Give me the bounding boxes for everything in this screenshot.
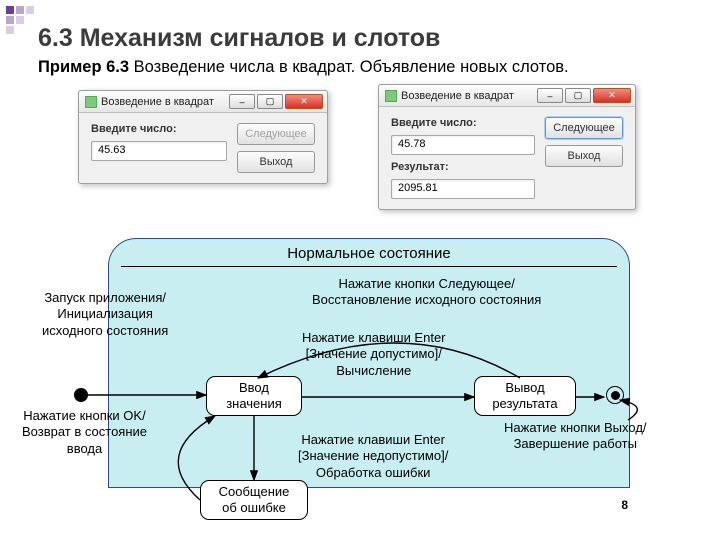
example-text: Возведение числа в квадрат. Объявление н… <box>129 58 569 76</box>
window-with-result: Возведение в квадрат – ▢ ✕ Введите число… <box>378 84 636 210</box>
state-normal-title: Нормальное состояние <box>109 239 629 266</box>
input-label: Введите число: <box>391 117 535 129</box>
number-input[interactable]: 45.78 <box>391 135 535 155</box>
label-enter-bad: Нажатие клавиши Enter [Значение недопуст… <box>298 432 448 481</box>
state-error: Сообщение об ошибке <box>200 480 308 520</box>
page-number: 8 <box>621 498 628 512</box>
input-label: Введите число: <box>91 123 227 135</box>
close-button[interactable]: ✕ <box>593 88 631 103</box>
label-next: Нажатие кнопки Следующее/ Восстановление… <box>312 276 541 309</box>
next-button[interactable]: Следующее <box>237 123 315 145</box>
page-heading: 6.3 Механизм сигналов и слотов <box>38 24 440 53</box>
window-titlebar: Возведение в квадрат – ▢ ✕ <box>379 85 635 107</box>
exit-button[interactable]: Выход <box>545 145 623 167</box>
maximize-button[interactable]: ▢ <box>257 94 283 109</box>
result-output: 2095.81 <box>391 179 535 199</box>
window-title: Возведение в квадрат <box>101 96 214 108</box>
label-start: Запуск приложения/ Инициализация исходно… <box>42 290 168 339</box>
final-state-dot <box>606 386 624 404</box>
example-prefix: Пример 6.3 <box>38 58 129 76</box>
window-titlebar: Возведение в квадрат – ▢ ✕ <box>79 91 327 113</box>
app-icon <box>385 90 397 102</box>
initial-state-dot <box>74 388 88 402</box>
exit-button[interactable]: Выход <box>237 151 315 173</box>
label-exit: Нажатие кнопки Выход/ Завершение работы <box>504 420 647 453</box>
label-enter-ok: Нажатие клавиши Enter [Значение допустим… <box>302 330 446 379</box>
result-label: Результат: <box>391 161 535 173</box>
next-button[interactable]: Следующее <box>545 117 623 139</box>
app-icon <box>85 96 97 108</box>
minimize-button[interactable]: – <box>537 88 563 103</box>
close-button[interactable]: ✕ <box>285 94 323 109</box>
label-ok: Нажатие кнопки OK/ Возврат в состояние в… <box>22 408 147 457</box>
state-input: Ввод значения <box>206 376 302 416</box>
minimize-button[interactable]: – <box>229 94 255 109</box>
window-title: Возведение в квадрат <box>401 90 514 102</box>
number-input[interactable]: 45.63 <box>91 141 227 161</box>
state-output: Вывод результата <box>474 376 576 416</box>
example-subtitle: Пример 6.3 Возведение числа в квадрат. О… <box>38 58 569 77</box>
divider <box>121 266 617 267</box>
maximize-button[interactable]: ▢ <box>565 88 591 103</box>
window-input-only: Возведение в квадрат – ▢ ✕ Введите число… <box>78 90 328 184</box>
